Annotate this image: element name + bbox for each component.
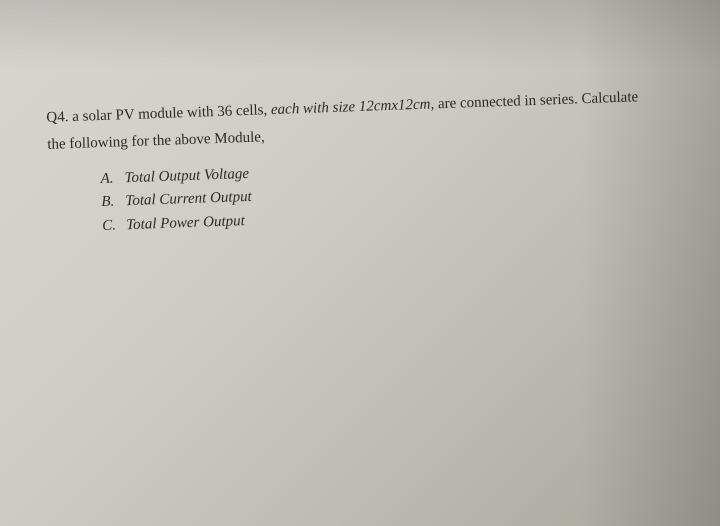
document-page: Q4. a solar PV module with 36 cells, eac… <box>0 0 720 526</box>
sub-item-letter: C. <box>102 214 121 238</box>
sub-item-letter: B. <box>101 191 120 215</box>
question-prefix: a solar PV module with 36 cells, <box>72 102 271 125</box>
question-number: Q4. <box>46 109 69 126</box>
sub-item-letter: A. <box>100 167 119 191</box>
sub-question-list: A. Total Output Voltage B. Total Current… <box>100 148 682 238</box>
sub-item-text: Total Power Output <box>126 210 245 237</box>
question-suffix: are connected in series. Calculate <box>434 89 639 112</box>
question-italic: each with size 12cmx12cm, <box>271 96 435 118</box>
